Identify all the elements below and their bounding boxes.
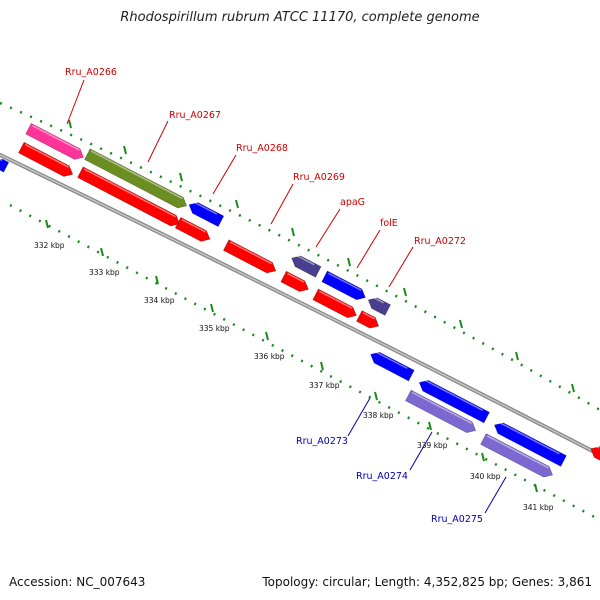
major-tick-5 [320,361,324,371]
major-tick-2 [155,275,159,285]
callout-rru-a0274 [409,431,433,471]
callout-rru-a0275 [484,476,507,514]
scale-label: 340 kbp [470,472,501,481]
gene-lavender-rru-a0274-highlight [411,391,472,424]
gene-label-rru-a0273: Rru_A0273 [296,436,348,447]
gene-callouts [66,79,507,514]
gene-red-5 [280,270,309,292]
major-tick-4 [265,331,269,341]
gene-label-rru-a0266: Rru_A0266 [65,67,117,78]
gene-red-3 [174,216,211,242]
callout-rru-a0266 [66,79,85,125]
major-tick-14 [291,227,295,237]
scale-label: 333 kbp [89,268,120,277]
callout-rru-a0268 [212,154,237,195]
major-tick-8 [481,452,485,462]
callout-rru-a0273 [347,397,371,437]
gene-label-rru-a0267: Rru_A0267 [169,110,221,121]
gene-blue-fole-highlight [328,272,362,292]
gene-pink-rru-a0266 [25,122,84,160]
gene-blue-rru-a0273-highlight [374,350,408,370]
gene-label-rru-a0272: Rru_A0272 [414,236,466,247]
scale-ticks [45,119,575,493]
gene-lavender-rru-a0275 [480,433,554,478]
gene-lavender-rru-a0275-highlight [486,435,549,469]
gene-red-edge-right [590,446,600,461]
gene-label-rru-a0275: Rru_A0275 [431,514,483,525]
gene-red-7-highlight [362,312,375,320]
major-tick-6 [374,391,378,401]
scale-label: 335 kbp [199,324,230,333]
gene-label-rru-a0274: Rru_A0274 [356,471,408,482]
gene-slate-apag-highlight [295,254,315,266]
scale-label: 339 kbp [417,441,448,450]
gene-label-rru-a0268: Rru_A0268 [236,143,288,154]
gene-blue-a-highlight [192,200,218,215]
gene-slate-apag [291,255,322,278]
gene-red-7 [356,310,380,329]
gene-red-2-highlight [83,168,176,218]
topology-label: Topology: circular; Length: 4,352,825 bp… [262,575,592,589]
gene-blue-a [188,202,225,228]
gene-red-3-highlight [181,218,207,233]
gene-blue-c-highlight [497,421,560,455]
gene-blue-rru-a0273 [370,351,415,382]
gene-blue-b [418,380,490,424]
genome-backbone [0,152,600,458]
major-tick-19 [571,383,575,393]
scale-label: 337 kbp [309,381,340,390]
gene-pink-rru-a0266-highlight [32,124,80,151]
gene-blue-edge-left [0,158,10,173]
gene-red-1-highlight [24,143,69,168]
gene-label-apag: apaG [340,197,365,208]
gene-blue-b-highlight [422,378,483,411]
gene-label-rru-a0269: Rru_A0269 [293,172,345,183]
callout-fole [356,229,381,269]
gene-red-2 [77,166,181,227]
gene-lavender-rru-a0274 [405,389,477,433]
major-tick-16 [403,287,407,297]
major-tick-17 [459,319,463,329]
major-tick-9 [534,483,538,493]
scale-label: 334 kbp [144,296,175,305]
gene-blue-edge-left-highlight [0,157,3,162]
gene-red-6 [312,288,357,319]
gene-olive-rru-a0267-highlight [90,150,183,200]
gene-red-4-highlight [229,241,273,265]
gene-red-6-highlight [319,290,353,310]
gene-slate-rru-a0272 [367,297,391,316]
accession-label: Accession: NC_007643 [9,575,146,589]
gene-red-1 [18,141,74,177]
major-tick-13 [235,199,239,209]
major-tick-12 [179,172,183,182]
major-tick-18 [515,351,519,361]
major-tick-10 [68,119,72,129]
scale-label: 341 kbp [523,503,554,512]
major-tick-11 [123,145,127,155]
scale-label: 332 kbp [34,241,65,250]
gene-blue-c [493,422,567,467]
callout-apag [315,208,341,248]
major-tick-7 [428,421,432,431]
gene-slate-rru-a0272-highlight [371,296,384,304]
gene-red-edge-right-highlight [594,445,600,449]
gene-red-4 [222,239,277,274]
major-tick-15 [347,257,351,267]
callout-rru-a0272 [388,246,414,288]
callout-rru-a0269 [270,183,294,225]
outer-track-bottom [9,203,600,522]
scale-label: 336 kbp [254,352,285,361]
gene-label-fole: folE [380,218,398,229]
major-tick-0 [45,219,49,229]
scale-label: 338 kbp [363,411,394,420]
callout-rru-a0267 [147,120,169,163]
major-tick-3 [210,303,214,313]
gene-olive-rru-a0267 [84,148,188,209]
gene-blue-fole [321,270,366,301]
gene-features [0,122,600,478]
gene-red-5-highlight [287,272,305,283]
map-title: Rhodospirillum rubrum ATCC 11170, comple… [120,10,480,25]
major-tick-1 [100,247,104,257]
